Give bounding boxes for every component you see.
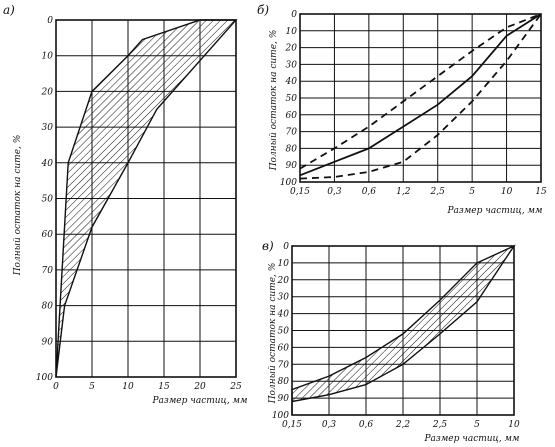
y-tick-label-a-0: 0 — [47, 16, 53, 26]
x-tick-label-b-7: 15 — [535, 187, 547, 197]
x-tick-label-a-4: 20 — [193, 382, 206, 392]
x-tick-label-a-2: 10 — [122, 382, 134, 392]
series-line-b-1 — [299, 13, 542, 177]
x-tick-label-c-4: 2,5 — [432, 420, 448, 430]
plot-frame-a — [55, 19, 237, 378]
x-tick-label-a-0: 0 — [53, 382, 59, 392]
panel-label-a: а) — [3, 3, 15, 17]
x-tick-label-b-3: 1,2 — [396, 187, 411, 197]
y-axis-title-c: Полный остаток на сите, % — [268, 263, 278, 405]
y-tick-label-c-50: 50 — [278, 327, 290, 337]
plot-frame-b — [299, 13, 542, 183]
panel-label-b: б) — [257, 3, 269, 17]
y-tick-label-c-70: 70 — [278, 360, 290, 370]
chart-panel-a: а) Полный остаток на сите, % Размер част… — [3, 3, 248, 406]
y-tick-label-b-20: 20 — [285, 44, 298, 54]
series-line-b-2 — [299, 13, 542, 180]
x-tick-label-c-2: 0,6 — [359, 420, 374, 430]
y-tick-label-a-100: 100 — [36, 373, 53, 383]
y-tick-label-a-60: 60 — [42, 230, 54, 240]
y-tick-label-c-20: 20 — [277, 276, 290, 286]
y-tick-label-a-90: 90 — [42, 337, 54, 347]
x-tick-label-c-3: 2,2 — [395, 420, 411, 430]
y-tick-label-c-90: 90 — [278, 394, 290, 404]
y-tick-label-a-40: 40 — [41, 159, 54, 169]
x-tick-label-c-1: 0,3 — [322, 420, 337, 430]
x-tick-label-a-3: 15 — [158, 382, 170, 392]
x-tick-label-c-5: 5 — [474, 420, 480, 430]
y-tick-label-c-0: 0 — [283, 242, 289, 252]
y-tick-label-a-10: 10 — [42, 52, 54, 62]
y-tick-label-b-80: 80 — [286, 144, 298, 154]
x-tick-label-c-6: 10 — [508, 420, 520, 430]
plot-frame-c — [291, 245, 515, 416]
y-tick-label-b-40: 40 — [285, 77, 298, 87]
y-tick-label-b-0: 0 — [291, 10, 297, 20]
x-tick-label-b-0: 0,15 — [290, 187, 310, 197]
series-line-b-0 — [299, 13, 542, 170]
x-tick-label-b-4: 2,5 — [430, 187, 446, 197]
y-tick-label-c-60: 60 — [278, 343, 290, 353]
chart-panel-b: б) Полный остаток на сите, % Размер част… — [257, 3, 547, 216]
x-tick-label-c-0: 0,15 — [282, 420, 302, 430]
y-tick-label-a-20: 20 — [41, 87, 54, 97]
y-tick-label-c-10: 10 — [278, 259, 290, 269]
y-tick-label-c-80: 80 — [278, 377, 290, 387]
chart-panel-c: в) Полный остаток на сите, % Размер част… — [262, 239, 520, 444]
y-tick-label-a-70: 70 — [42, 266, 54, 276]
panel-label-c: в) — [262, 239, 274, 253]
x-tick-label-b-5: 5 — [469, 187, 475, 197]
y-tick-label-b-100: 100 — [280, 178, 297, 188]
y-tick-label-a-50: 50 — [42, 195, 54, 205]
x-tick-label-b-2: 0,6 — [362, 187, 377, 197]
y-tick-label-b-50: 50 — [286, 94, 298, 104]
x-tick-label-b-1: 0,3 — [327, 187, 342, 197]
x-tick-label-b-6: 10 — [501, 187, 513, 197]
y-axis-title-b: Полный остаток на сите, % — [269, 30, 279, 172]
x-tick-label-a-1: 5 — [89, 382, 95, 392]
y-axis-title-a: Полный остаток на сите, % — [13, 135, 23, 277]
x-tick-label-a-5: 25 — [229, 382, 242, 392]
y-tick-label-c-40: 40 — [277, 310, 290, 320]
y-tick-label-c-100: 100 — [272, 411, 289, 421]
y-tick-label-b-30: 30 — [286, 60, 298, 70]
y-tick-label-b-60: 60 — [286, 111, 298, 121]
y-tick-label-b-70: 70 — [286, 128, 298, 138]
y-tick-label-a-80: 80 — [42, 302, 54, 312]
y-tick-label-a-30: 30 — [42, 123, 54, 133]
x-axis-title-a: Размер частиц, мм — [151, 396, 247, 406]
y-tick-label-b-90: 90 — [286, 161, 298, 171]
x-axis-title-b: Размер частиц, мм — [446, 206, 542, 216]
y-tick-label-b-10: 10 — [286, 27, 298, 37]
y-tick-label-c-30: 30 — [278, 293, 290, 303]
x-axis-title-c: Размер частиц, мм — [423, 434, 519, 444]
